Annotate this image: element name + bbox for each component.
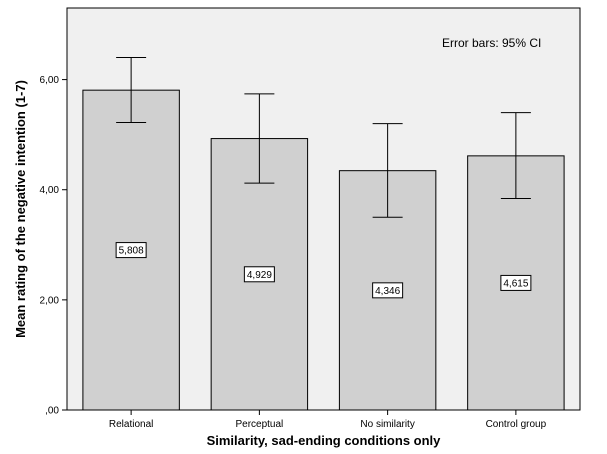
error-bars-note: Error bars: 95% CI (442, 36, 541, 50)
data-label: 4,929 (243, 266, 275, 283)
data-label-box (243, 266, 275, 283)
y-axis-title: Mean rating of the negative intention (1… (13, 80, 28, 338)
y-tick-label: 2,00 (40, 295, 60, 306)
y-tick-label: 4,00 (40, 185, 60, 196)
x-axis-title: Similarity, sad-ending conditions only (207, 433, 442, 448)
data-label-text: 4,346 (375, 286, 400, 297)
error-bar (372, 123, 403, 218)
y-axis-ticks: ,00 2,00 4,00 6,00 (40, 75, 67, 417)
x-axis-ticks: Relational Perceptual No similarity Control… (109, 410, 547, 430)
x-tick-label: Perceptual (235, 419, 283, 430)
x-tick-label: Control group (486, 419, 547, 430)
x-tick-label: Relational (109, 419, 153, 430)
error-bar (500, 112, 531, 200)
data-label-box (372, 282, 404, 299)
y-tick-label: 6,00 (40, 75, 60, 86)
data-label-text: 4,615 (503, 278, 528, 289)
data-label-text: 5,808 (119, 246, 144, 257)
data-label-text: 4,929 (247, 270, 272, 281)
y-tick-label: ,00 (45, 406, 59, 417)
data-label-box (115, 242, 147, 259)
data-label: 5,808 (115, 242, 147, 259)
error-bars (116, 57, 531, 218)
error-bar (244, 93, 275, 184)
data-label: 4,615 (500, 274, 532, 291)
error-bar (116, 57, 147, 124)
value-labels: 5,808 4,929 4,346 4,615 (115, 242, 532, 299)
x-tick-label: No similarity (360, 419, 414, 430)
data-label-box (500, 274, 532, 291)
data-label: 4,346 (372, 282, 404, 299)
